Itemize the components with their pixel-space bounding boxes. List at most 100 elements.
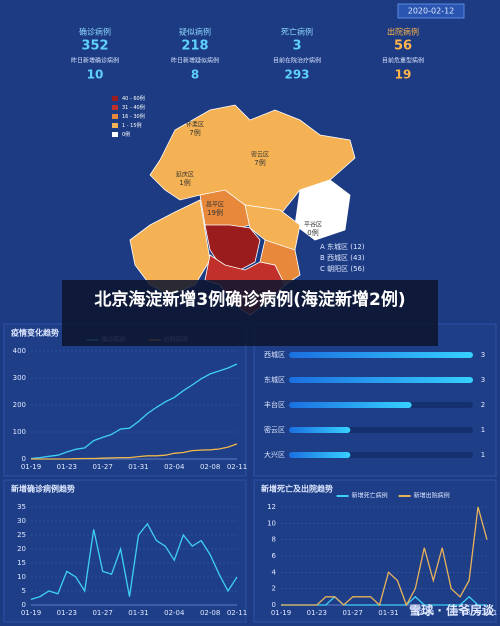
y-tick-label: 35 bbox=[17, 503, 26, 511]
legend-swatch bbox=[112, 132, 118, 137]
x-tick-label: 02-08 bbox=[450, 609, 470, 617]
stat-sub-label: 目前在院治疗病例 bbox=[273, 57, 321, 65]
y-tick-label: 400 bbox=[13, 347, 26, 355]
value-label: 2 bbox=[481, 401, 485, 409]
stat: 死亡病例 3 目前在院治疗病例 293 bbox=[273, 27, 321, 82]
value-label: 3 bbox=[481, 376, 485, 384]
district-item: A 东城区 (12) bbox=[320, 242, 365, 251]
stat-value: 56 bbox=[394, 39, 412, 54]
x-tick-label: 02-08 bbox=[200, 609, 220, 617]
y-tick-label: 0 bbox=[22, 455, 26, 463]
series-line bbox=[281, 506, 488, 607]
region-name: 怀柔区 bbox=[186, 121, 204, 129]
y-tick-label: 12 bbox=[267, 503, 276, 511]
legend-swatch bbox=[112, 96, 118, 101]
region-count: 1例 bbox=[179, 178, 190, 187]
y-tick-label: 4 bbox=[272, 568, 277, 576]
x-tick-label: 02-08 bbox=[200, 463, 220, 471]
y-tick-label: 10 bbox=[17, 573, 26, 581]
x-tick-label: 01-19 bbox=[271, 609, 291, 617]
region-count: 19例 bbox=[207, 208, 223, 217]
chart-title: 疫情变化趋势 bbox=[11, 328, 59, 338]
y-tick-label: 300 bbox=[13, 374, 26, 382]
stat-sub-label: 昨日新增疑似病例 bbox=[171, 57, 219, 65]
panel bbox=[3, 479, 247, 623]
panel bbox=[253, 323, 497, 477]
x-tick-label: 01-23 bbox=[57, 609, 77, 617]
x-tick-label: 02-04 bbox=[164, 463, 185, 471]
legend-swatch bbox=[112, 105, 118, 110]
y-tick-label: 30 bbox=[17, 517, 26, 525]
stat: 疑似病例 218 昨日新增疑似病例 8 bbox=[171, 27, 219, 82]
bar bbox=[289, 427, 351, 433]
x-tick-label: 01-27 bbox=[92, 609, 112, 617]
legend-label: 16 - 30例 bbox=[122, 113, 145, 120]
bar bbox=[289, 377, 473, 383]
x-tick-label: 01-23 bbox=[307, 609, 327, 617]
region-name: 平谷区 bbox=[304, 221, 322, 229]
panel bbox=[3, 323, 247, 477]
map-region bbox=[204, 224, 261, 271]
x-tick-label: 01-27 bbox=[92, 463, 112, 471]
bar-label: 大兴区 bbox=[264, 450, 285, 459]
y-tick-label: 0 bbox=[22, 601, 26, 609]
stat: 确诊病例 352 昨日新增确诊病例 10 bbox=[71, 27, 119, 82]
stat-value: 218 bbox=[181, 39, 208, 54]
stat-sub-value: 8 bbox=[191, 68, 199, 82]
legend-swatch bbox=[112, 114, 118, 119]
legend-label: 40 - 60例 bbox=[122, 95, 145, 102]
x-tick-label: 01-27 bbox=[342, 609, 362, 617]
region-name: 密云区 bbox=[251, 151, 269, 159]
y-tick-label: 25 bbox=[17, 531, 26, 539]
y-tick-label: 6 bbox=[272, 552, 277, 560]
stat-sub-value: 19 bbox=[395, 68, 412, 82]
region-name: 延庆区 bbox=[176, 171, 194, 179]
y-tick-label: 8 bbox=[272, 536, 276, 544]
value-label: 3 bbox=[481, 351, 485, 359]
date-badge bbox=[397, 3, 465, 19]
y-tick-label: 10 bbox=[267, 519, 276, 527]
map-region bbox=[149, 104, 356, 216]
bar-label: 密云区 bbox=[264, 425, 285, 434]
y-tick-label: 0 bbox=[272, 601, 276, 609]
y-tick-label: 200 bbox=[13, 401, 26, 409]
y-tick-label: 5 bbox=[22, 587, 26, 595]
stat-sub-value: 10 bbox=[87, 68, 104, 82]
x-tick-label: 02-04 bbox=[414, 609, 435, 617]
legend-label: 0例 bbox=[122, 131, 130, 138]
x-tick-label: 02-11 bbox=[227, 463, 247, 471]
x-tick-label: 01-31 bbox=[128, 463, 148, 471]
stats: 确诊病例 352 昨日新增确诊病例 10 疑似病例 218 昨日新增疑似病例 8 死亡病例 3 目前… bbox=[71, 27, 424, 82]
district-item: C 朝阳区 (56) bbox=[320, 264, 365, 273]
legend-swatch bbox=[112, 123, 118, 128]
legend-label: 新增死亡病例 bbox=[352, 492, 388, 500]
map bbox=[129, 104, 356, 316]
chart-title: 新增确诊病例趋势 bbox=[11, 484, 75, 494]
bar-label: 丰台区 bbox=[264, 400, 285, 409]
y-tick-label: 15 bbox=[17, 559, 26, 567]
region-name: 昌平区 bbox=[206, 202, 224, 209]
y-tick-label: 2 bbox=[272, 585, 276, 593]
bar bbox=[289, 452, 351, 458]
region-count: 7例 bbox=[254, 158, 265, 167]
chart-title: 新增死亡及出院趋势 bbox=[261, 484, 333, 494]
date: 2020-02-12 bbox=[408, 7, 455, 16]
region-count: 7例 bbox=[189, 128, 200, 137]
district-list: A 东城区 (12) B 西城区 (43) C 朝阳区 (56) bbox=[320, 242, 365, 273]
stat-label: 疑似病例 bbox=[179, 27, 211, 37]
district-item: B 西城区 (43) bbox=[320, 254, 365, 262]
stat-value: 352 bbox=[81, 39, 108, 54]
x-tick-label: 02-11 bbox=[227, 609, 247, 617]
series-line bbox=[30, 363, 238, 460]
x-tick-label: 01-19 bbox=[21, 463, 41, 471]
x-tick-label: 02-11 bbox=[477, 609, 497, 617]
stat-sub-label: 目前危重型病例 bbox=[382, 57, 424, 65]
x-tick-label: 01-19 bbox=[21, 609, 41, 617]
series-line bbox=[30, 522, 238, 601]
watermark: 雪球 · 佳爷房谈 bbox=[409, 603, 495, 618]
stat-value: 3 bbox=[292, 39, 301, 54]
bar-label: 西城区 bbox=[264, 351, 285, 359]
